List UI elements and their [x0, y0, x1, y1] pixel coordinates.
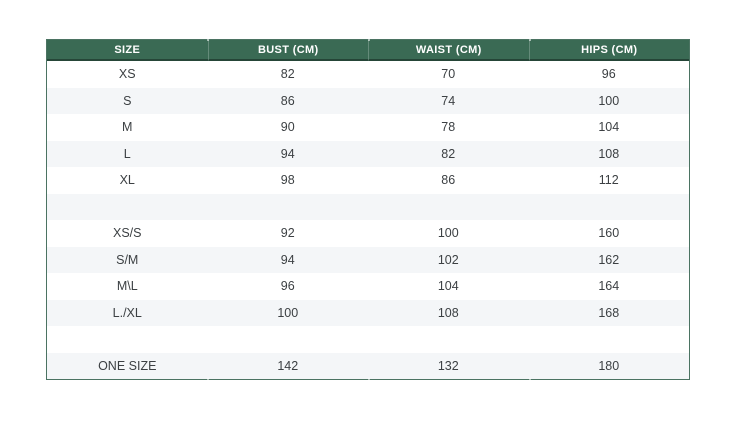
table-cell: 108	[368, 299, 529, 326]
table-cell: ONE SIZE	[47, 352, 208, 379]
table-cell: 112	[528, 167, 689, 194]
table-cell: 162	[528, 246, 689, 273]
table-row: S/M 94 102 162	[47, 246, 689, 273]
column-header: BUST (CM)	[207, 40, 368, 61]
table-cell: 104	[368, 273, 529, 300]
table-cell: 108	[528, 140, 689, 167]
table-cell: 74	[368, 87, 529, 114]
table-cell: 104	[528, 114, 689, 141]
table-cell: 82	[207, 61, 368, 88]
table-row: S 86 74 100	[47, 87, 689, 114]
table-cell: 86	[207, 87, 368, 114]
table-cell	[528, 193, 689, 220]
table-cell: 102	[368, 246, 529, 273]
table-cell: 82	[368, 140, 529, 167]
size-chart-table: SIZE BUST (CM) WAIST (CM) HIPS (CM) XS 82 70 9…	[46, 39, 690, 380]
table-cell: 78	[368, 114, 529, 141]
table-cell	[47, 326, 208, 353]
table-row: XL 98 86 112	[47, 167, 689, 194]
table-cell: 100	[528, 87, 689, 114]
table-cell: M	[47, 114, 208, 141]
column-header: SIZE	[47, 40, 208, 61]
table-cell	[207, 326, 368, 353]
table-header: SIZE BUST (CM) WAIST (CM) HIPS (CM)	[47, 40, 689, 61]
table-body: XS 82 70 96 S 86 74 100 M 90 78 104 L 94 82 108 XL 98 86 11…	[47, 61, 689, 379]
table-row: L./XL 100 108 168	[47, 299, 689, 326]
table-row: XS/S 92 100 160	[47, 220, 689, 247]
table-cell	[207, 193, 368, 220]
table-row: L 94 82 108	[47, 140, 689, 167]
table-cell: 70	[368, 61, 529, 88]
table-cell: 94	[207, 140, 368, 167]
table-cell: S/M	[47, 246, 208, 273]
table-cell: M\L	[47, 273, 208, 300]
table-cell: 180	[528, 352, 689, 379]
table-cell: 142	[207, 352, 368, 379]
table-cell: S	[47, 87, 208, 114]
table-cell	[368, 193, 529, 220]
table-cell: 86	[368, 167, 529, 194]
table-row: XS 82 70 96	[47, 61, 689, 88]
table-row: M 90 78 104	[47, 114, 689, 141]
table-cell: 92	[207, 220, 368, 247]
table-cell: 164	[528, 273, 689, 300]
table-cell: 90	[207, 114, 368, 141]
size-chart: SIZE BUST (CM) WAIST (CM) HIPS (CM) XS 82 70 9…	[46, 39, 690, 380]
table-cell: 94	[207, 246, 368, 273]
table-cell: 168	[528, 299, 689, 326]
table-cell	[368, 326, 529, 353]
table-cell: 100	[207, 299, 368, 326]
table-cell: 96	[528, 61, 689, 88]
table-cell: XS	[47, 61, 208, 88]
table-cell: 132	[368, 352, 529, 379]
table-cell: L	[47, 140, 208, 167]
table-cell: XL	[47, 167, 208, 194]
column-header: WAIST (CM)	[368, 40, 529, 61]
table-row	[47, 326, 689, 353]
table-row: M\L 96 104 164	[47, 273, 689, 300]
table-cell: 96	[207, 273, 368, 300]
table-cell: L./XL	[47, 299, 208, 326]
column-header: HIPS (CM)	[528, 40, 689, 61]
table-row	[47, 193, 689, 220]
table-cell: 98	[207, 167, 368, 194]
table-cell	[528, 326, 689, 353]
table-cell: XS/S	[47, 220, 208, 247]
table-cell	[47, 193, 208, 220]
table-row: ONE SIZE 142 132 180	[47, 352, 689, 379]
table-cell: 100	[368, 220, 529, 247]
header-row: SIZE BUST (CM) WAIST (CM) HIPS (CM)	[47, 40, 689, 61]
table-cell: 160	[528, 220, 689, 247]
